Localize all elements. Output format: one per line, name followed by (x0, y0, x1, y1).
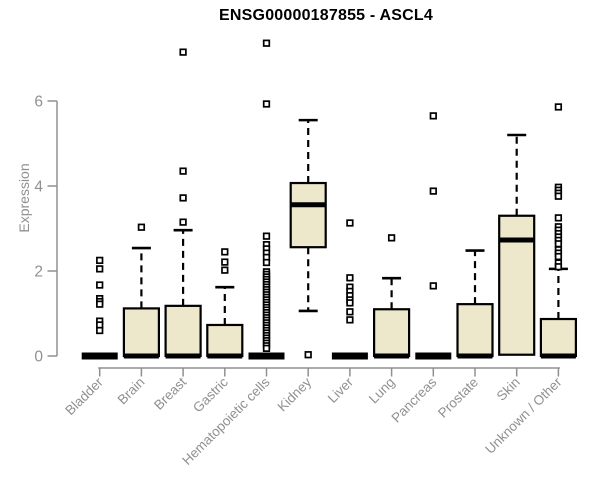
outlier-point (554, 103, 563, 111)
outlier-point (137, 223, 146, 231)
outlier-point (346, 219, 354, 227)
chart-title: ENSG00000187855 - ASCL4 (219, 7, 433, 24)
outlier-point (179, 48, 187, 56)
outlier-point (221, 266, 229, 274)
x-axis-label: Brain (115, 375, 148, 408)
box (456, 303, 494, 358)
outlier-point (554, 252, 563, 261)
y-axis-tick-label: 4 (34, 179, 43, 196)
x-axis-label: Unknown / Other (482, 374, 565, 457)
y-axis-tick-label: 0 (34, 349, 43, 366)
outlier-point (262, 344, 271, 352)
y-axis-tick-label: 2 (34, 264, 43, 281)
outlier-point (96, 300, 104, 308)
box (498, 214, 536, 356)
x-axis-label: Skin (494, 375, 523, 404)
outlier-point (346, 308, 354, 316)
outlier-point (96, 326, 104, 335)
box (164, 304, 202, 358)
outlier-point (387, 234, 396, 242)
outlier-point (346, 299, 354, 307)
outlier-point (96, 281, 104, 289)
box (539, 317, 578, 358)
y-axis-tick-label: 6 (34, 94, 43, 111)
x-axis-label: Gastric (190, 374, 231, 415)
x-axis-label: Liver (325, 374, 357, 406)
x-axis-label: Pancreas (388, 374, 439, 425)
outlier-point (554, 192, 563, 200)
box (373, 308, 411, 358)
outlier-point (262, 100, 271, 108)
box (289, 181, 327, 249)
outlier-point (221, 258, 229, 266)
outlier-point (554, 240, 563, 248)
outlier-point (429, 187, 437, 195)
x-axis-label: Bladder (62, 374, 106, 418)
outlier-point (346, 316, 354, 324)
outlier-point (262, 39, 271, 47)
x-axis-label: Lung (366, 375, 398, 407)
outlier-point (179, 218, 187, 226)
outlier-point (179, 194, 187, 202)
outlier-point (554, 214, 563, 222)
outlier-point (429, 112, 437, 120)
x-axis-label: Prostate (435, 375, 481, 421)
outlier-point (262, 232, 271, 240)
outlier-point (96, 256, 104, 265)
x-axis-label: Breast (151, 374, 189, 412)
outlier-point (221, 248, 229, 256)
y-axis-title: Expression (16, 163, 32, 232)
outlier-point (96, 265, 104, 273)
outlier-point (304, 351, 312, 359)
box (122, 307, 161, 358)
outlier-point (262, 258, 271, 267)
outlier-point (429, 282, 437, 290)
outlier-point (346, 274, 354, 282)
box (206, 323, 244, 358)
outlier-point (179, 167, 187, 175)
outlier-point (554, 263, 563, 271)
x-axis-label: Kidney (275, 374, 315, 414)
